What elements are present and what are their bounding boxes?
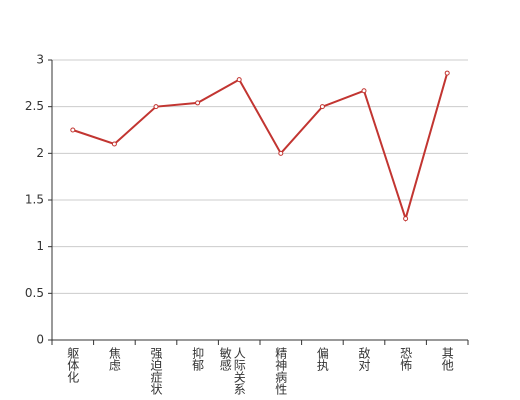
data-point [403,216,409,222]
data-point [319,104,325,110]
y-tick-label: 1.5 [25,193,44,207]
y-tick-label: 2 [36,146,44,160]
series-line [72,72,449,223]
y-tick-label: 0.5 [25,286,44,300]
x-tick-label: 人际关系敏感 [218,347,247,395]
data-point [278,150,284,156]
y-tick-label: 1 [36,239,44,253]
y-tick-label: 0 [36,333,44,347]
x-tick-label: 恐怖 [398,347,413,371]
y-tick-label: 2.5 [25,99,44,113]
x-tick-label: 焦虑 [107,347,122,371]
data-point [153,104,159,110]
data-point [444,70,450,76]
x-tick-label: 抑郁 [190,347,205,371]
x-tick-label: 精神病性 [273,347,288,395]
x-tick-label: 躯体化 [65,347,80,383]
data-point [236,77,242,83]
x-tick-label: 敌对 [357,347,371,371]
data-point [361,88,367,94]
x-tick-label: 其他 [440,347,455,371]
data-point [111,141,117,147]
x-tick-label: 偏执 [315,347,330,371]
data-point [70,127,76,133]
x-tick-label: 强迫症状 [149,347,163,395]
y-tick-label: 3 [36,53,44,67]
data-point [195,100,201,106]
